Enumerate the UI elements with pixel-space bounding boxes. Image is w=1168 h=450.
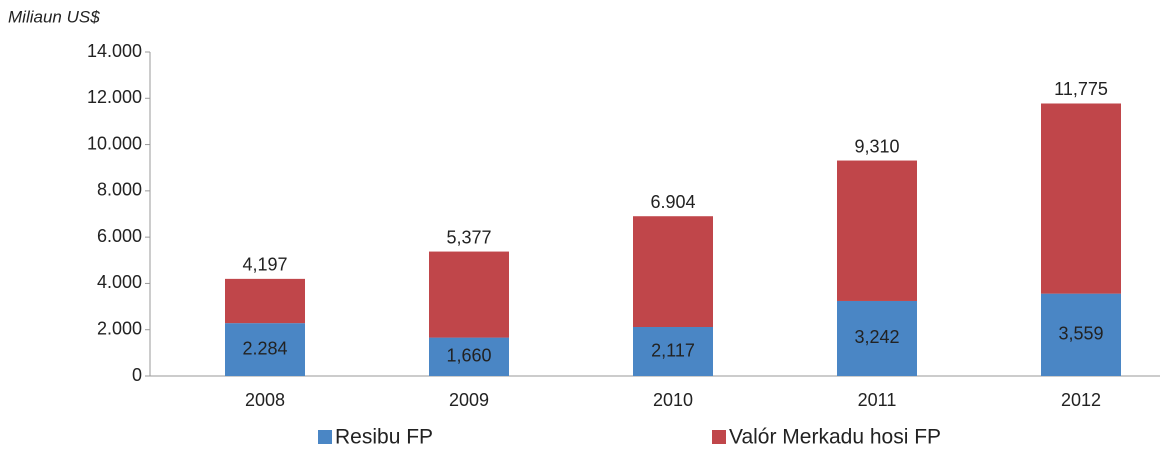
value-label: 3,559: [1058, 324, 1103, 344]
total-label: 6.904: [650, 192, 695, 212]
y-tick-label: 10.000: [87, 133, 142, 153]
bar-segment: [633, 216, 713, 328]
x-tick-label: 2008: [245, 390, 285, 410]
bar-segment: [429, 337, 509, 376]
x-tick-label: 2010: [653, 390, 693, 410]
total-label: 11,775: [1054, 79, 1108, 99]
y-tick-label: 6.000: [97, 226, 142, 246]
legend-label: Valór Merkadu hosi FP: [729, 426, 941, 449]
value-label: 3,242: [854, 327, 899, 347]
bar-segment: [837, 300, 917, 376]
y-tick-label: 12.000: [87, 87, 142, 107]
value-label: 1,660: [446, 346, 491, 366]
value-label: 2.284: [242, 338, 287, 358]
y-axis-label: Miliaun US$: [8, 7, 100, 26]
legend-label: Resibu FP: [335, 426, 433, 449]
bar-segment: [1041, 293, 1121, 376]
y-tick-label: 2.000: [97, 318, 142, 338]
bar-segment: [837, 160, 917, 301]
bar-segment: [1041, 103, 1121, 294]
x-tick-label: 2011: [858, 390, 897, 410]
y-tick-label: 4.000: [97, 272, 142, 292]
bar-segment: [633, 327, 713, 376]
total-label: 9,310: [854, 136, 899, 156]
x-tick-label: 2012: [1061, 390, 1101, 410]
legend-swatch: [712, 430, 726, 444]
total-label: 5,377: [446, 227, 491, 247]
legend-swatch: [318, 430, 332, 444]
x-tick-label: 2009: [449, 390, 489, 410]
bar-segment: [225, 323, 305, 376]
y-tick-label: 8.000: [97, 180, 142, 200]
y-tick-label: 0: [132, 365, 142, 385]
bar-segment: [225, 278, 305, 324]
value-label: 2,117: [651, 340, 695, 360]
bar-segment: [429, 251, 509, 338]
y-tick-label: 14.000: [87, 41, 142, 61]
total-label: 4,197: [242, 255, 287, 275]
